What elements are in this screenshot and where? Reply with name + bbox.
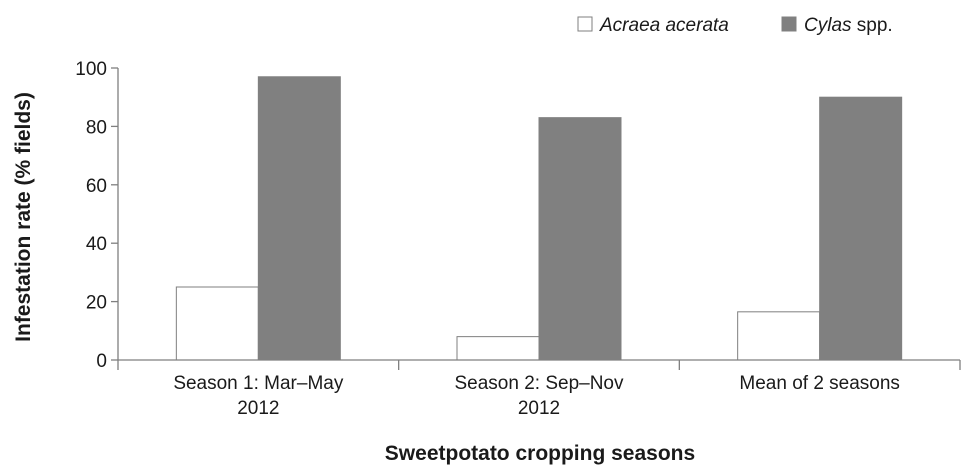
y-tick-label: 80 — [86, 117, 107, 138]
legend-label: Cylas spp. — [804, 15, 893, 36]
bar-acraea — [737, 311, 821, 361]
x-tick-label: Season 1: Mar–May — [173, 373, 344, 394]
x-axis-title: Sweetpotato cropping seasons — [385, 442, 695, 465]
bar-acraea — [175, 286, 259, 361]
y-tick-label: 0 — [96, 351, 107, 372]
bars — [175, 76, 903, 361]
y-tick-label: 40 — [86, 234, 107, 255]
y-tick-label: 100 — [75, 59, 107, 80]
y-tick-label: 20 — [86, 293, 107, 314]
y-axis-title: Infestation rate (% fields) — [12, 92, 35, 342]
x-tick-label: Season 2: Sep–Nov — [454, 373, 624, 394]
legend: Acraea acerata Cylas spp. — [577, 15, 893, 36]
x-tick-label: 2012 — [237, 398, 279, 419]
bar-cylas — [257, 76, 341, 361]
y-tick-label: 60 — [86, 176, 107, 197]
x-tick-label: 2012 — [518, 398, 560, 419]
axes: 0 20 40 60 80 100 Season 1: Mar–May 2012 Season … — [75, 59, 961, 419]
bar-cylas — [819, 96, 903, 361]
bar-acraea — [456, 336, 540, 361]
x-tick-label: Mean of 2 seasons — [739, 373, 900, 394]
legend-swatch — [577, 16, 593, 32]
bar-cylas — [538, 117, 622, 361]
legend-label: Acraea acerata — [599, 15, 729, 36]
legend-swatch — [781, 16, 797, 32]
